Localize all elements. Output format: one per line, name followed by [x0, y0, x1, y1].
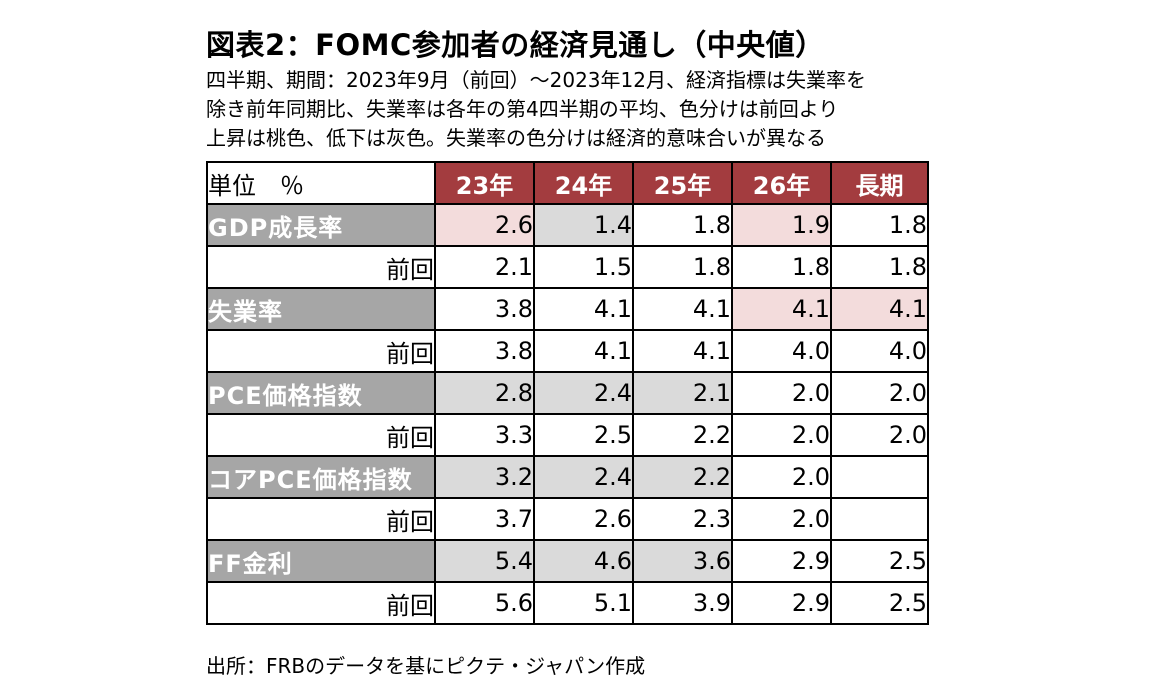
previous-value-cell: 4.0: [830, 329, 929, 373]
table-row-previous: 前回 3.7 2.6 2.3 2.0: [206, 497, 929, 541]
chart-subtitle: 四半期、期間：2023年9月（前回）～2023年12月、経済指標は失業率を 除き…: [206, 66, 866, 153]
value-cell: 1.9: [731, 203, 832, 247]
previous-value-cell: 4.0: [731, 329, 832, 373]
column-header: 23年: [434, 161, 535, 205]
previous-value-cell: [830, 497, 929, 541]
value-cell: 1.4: [533, 203, 634, 247]
table-row-previous: 前回 3.8 4.1 4.1 4.0 4.0: [206, 329, 929, 373]
value-cell: 2.0: [830, 371, 929, 415]
previous-value-cell: 3.9: [632, 581, 733, 625]
value-cell: 2.6: [434, 203, 535, 247]
previous-value-cell: 5.1: [533, 581, 634, 625]
value-cell: 2.4: [533, 371, 634, 415]
subtitle-line: 四半期、期間：2023年9月（前回）～2023年12月、経済指標は失業率を: [206, 68, 866, 92]
table-row-previous: 前回 2.1 1.5 1.8 1.8 1.8: [206, 245, 929, 289]
previous-value-cell: 4.1: [632, 329, 733, 373]
subtitle-line: 除き前年同期比、失業率は各年の第4四半期の平均、色分けは前回より: [206, 97, 839, 121]
value-cell: 2.2: [632, 455, 733, 499]
value-cell: 4.1: [632, 287, 733, 331]
previous-value-cell: 2.2: [632, 413, 733, 457]
previous-label: 前回: [206, 413, 436, 457]
value-cell: 2.0: [731, 371, 832, 415]
previous-label: 前回: [206, 245, 436, 289]
value-cell: 1.8: [632, 203, 733, 247]
value-cell: 2.4: [533, 455, 634, 499]
previous-value-cell: 2.0: [830, 413, 929, 457]
value-cell: 4.1: [830, 287, 929, 331]
forecast-table: 単位 ％ 23年 24年 25年 26年 長期 GDP成長率 2.6 1.4 1.8 1…: [206, 161, 929, 625]
source-note: 出所：FRBのデータを基にピクテ・ジャパン作成: [206, 654, 646, 678]
value-cell: 2.1: [632, 371, 733, 415]
previous-value-cell: 2.3: [632, 497, 733, 541]
table-row: GDP成長率 2.6 1.4 1.8 1.9 1.8: [206, 203, 929, 247]
previous-value-cell: 3.8: [434, 329, 535, 373]
indicator-label: GDP成長率: [206, 203, 436, 247]
value-cell: 4.1: [533, 287, 634, 331]
subtitle-line: 上昇は桃色、低下は灰色。失業率の色分けは経済的意味合いが異なる: [206, 126, 826, 150]
previous-value-cell: 1.8: [731, 245, 832, 289]
previous-value-cell: 2.0: [731, 497, 832, 541]
column-header: 24年: [533, 161, 634, 205]
value-cell: 5.4: [434, 539, 535, 583]
value-cell: 2.0: [731, 455, 832, 499]
table-row: FF金利 5.4 4.6 3.6 2.9 2.5: [206, 539, 929, 583]
table-row: 失業率 3.8 4.1 4.1 4.1 4.1: [206, 287, 929, 331]
value-cell: 3.8: [434, 287, 535, 331]
column-header: 26年: [731, 161, 832, 205]
previous-value-cell: 2.1: [434, 245, 535, 289]
previous-label: 前回: [206, 329, 436, 373]
table-row: PCE価格指数 2.8 2.4 2.1 2.0 2.0: [206, 371, 929, 415]
previous-value-cell: 2.5: [533, 413, 634, 457]
previous-value-cell: 1.8: [830, 245, 929, 289]
previous-label: 前回: [206, 497, 436, 541]
value-cell: [830, 455, 929, 499]
value-cell: 3.6: [632, 539, 733, 583]
value-cell: 1.8: [830, 203, 929, 247]
value-cell: 4.6: [533, 539, 634, 583]
previous-value-cell: 1.8: [632, 245, 733, 289]
indicator-label: FF金利: [206, 539, 436, 583]
value-cell: 2.9: [731, 539, 832, 583]
value-cell: 4.1: [731, 287, 832, 331]
table-row-previous: 前回 5.6 5.1 3.9 2.9 2.5: [206, 581, 929, 625]
column-header: 25年: [632, 161, 733, 205]
header-row: 単位 ％ 23年 24年 25年 26年 長期: [206, 161, 929, 205]
chart-title: 図表2：FOMC参加者の経済見通し（中央値）: [206, 28, 825, 62]
indicator-label: PCE価格指数: [206, 371, 436, 415]
previous-value-cell: 2.6: [533, 497, 634, 541]
table-row: コアPCE価格指数 3.2 2.4 2.2 2.0: [206, 455, 929, 499]
previous-value-cell: 2.9: [731, 581, 832, 625]
value-cell: 2.5: [830, 539, 929, 583]
value-cell: 3.2: [434, 455, 535, 499]
unit-label: 単位 ％: [206, 161, 436, 205]
previous-value-cell: 5.6: [434, 581, 535, 625]
previous-value-cell: 1.5: [533, 245, 634, 289]
value-cell: 2.8: [434, 371, 535, 415]
indicator-label: コアPCE価格指数: [206, 455, 436, 499]
previous-label: 前回: [206, 581, 436, 625]
previous-value-cell: 2.0: [731, 413, 832, 457]
indicator-label: 失業率: [206, 287, 436, 331]
table-row-previous: 前回 3.3 2.5 2.2 2.0 2.0: [206, 413, 929, 457]
previous-value-cell: 3.3: [434, 413, 535, 457]
column-header: 長期: [830, 161, 929, 205]
previous-value-cell: 3.7: [434, 497, 535, 541]
previous-value-cell: 4.1: [533, 329, 634, 373]
previous-value-cell: 2.5: [830, 581, 929, 625]
